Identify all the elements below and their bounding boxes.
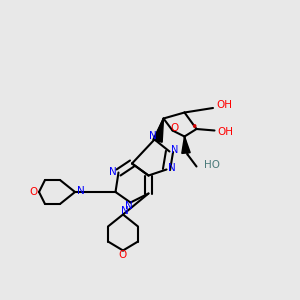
Polygon shape bbox=[153, 118, 164, 142]
Text: N: N bbox=[171, 145, 178, 155]
Text: HO: HO bbox=[204, 160, 220, 170]
Text: N: N bbox=[121, 206, 128, 216]
Text: N: N bbox=[168, 163, 176, 173]
Text: OH: OH bbox=[216, 100, 232, 110]
Polygon shape bbox=[182, 136, 190, 153]
Text: O: O bbox=[119, 250, 127, 260]
Text: O: O bbox=[171, 123, 179, 133]
Text: •: • bbox=[190, 121, 197, 134]
Text: N: N bbox=[149, 131, 157, 141]
Text: OH: OH bbox=[218, 127, 233, 137]
Text: N: N bbox=[76, 185, 84, 196]
Text: N: N bbox=[109, 167, 117, 177]
Text: O: O bbox=[29, 187, 38, 197]
Text: N: N bbox=[125, 201, 133, 211]
